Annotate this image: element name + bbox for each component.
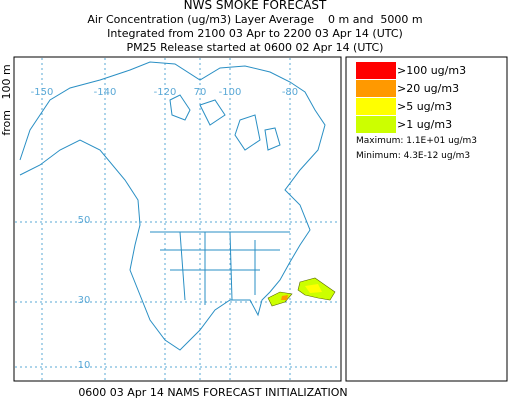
map-frame [13, 56, 342, 382]
graticule: -150 -140 -120 70 -100 -80 50 30 10 [15, 58, 340, 380]
title: NWS SMOKE FORECAST [184, 0, 327, 12]
smoke-core [281, 295, 288, 300]
legend-label: >1 ug/m3 [397, 118, 452, 131]
legend-label: >20 ug/m3 [397, 82, 459, 95]
legend-swatch [356, 98, 396, 115]
smoke-core [305, 284, 322, 293]
lat-label: 10 [78, 360, 91, 371]
subtitle: Air Concentration (ug/m3) Layer Average … [87, 13, 422, 26]
subtitle: PM25 Release started at 0600 02 Apr 14 (… [127, 41, 384, 54]
coastline [169, 94, 281, 151]
subtitle: Integrated from 2100 03 Apr to 2200 03 A… [107, 27, 403, 40]
lon-label: -150 [31, 87, 54, 98]
lat-label: 30 [78, 295, 91, 306]
lon-label: -100 [219, 87, 242, 98]
legend-swatch [356, 80, 396, 97]
legend-label: >100 ug/m3 [397, 64, 466, 77]
legend-swatch [356, 62, 396, 79]
lon-label: -80 [282, 87, 298, 98]
legend-swatch [356, 116, 396, 133]
map-panel: -150 -140 -120 70 -100 -80 50 30 10 [13, 56, 342, 382]
side-label: from 100 m [0, 64, 13, 135]
lat-label: 50 [78, 215, 91, 226]
footer: 0600 03 Apr 14 NAMS FORECAST INITIALIZAT… [78, 386, 347, 399]
lon-label: 70 [194, 87, 207, 98]
legend-items: >100 ug/m3 >20 ug/m3 >5 ug/m3 >1 ug/m3 [356, 62, 466, 133]
state-lines [150, 231, 290, 305]
minimum: Minimum: 4.3E-12 ug/m3 [356, 151, 470, 161]
coastline [19, 61, 326, 351]
lon-label: -140 [94, 87, 117, 98]
legend-label: >5 ug/m3 [397, 100, 452, 113]
lon-label: -120 [154, 87, 177, 98]
maximum: Maximum: 1.1E+01 ug/m3 [356, 136, 477, 146]
legend: >100 ug/m3 >20 ug/m3 >5 ug/m3 >1 ug/m3 Maxi… [345, 56, 508, 382]
